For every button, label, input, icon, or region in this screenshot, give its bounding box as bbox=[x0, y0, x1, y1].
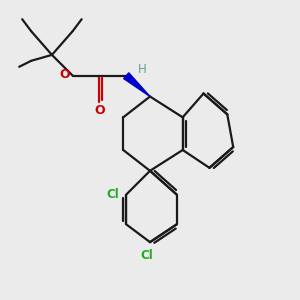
Text: O: O bbox=[94, 104, 105, 117]
Text: Cl: Cl bbox=[141, 249, 153, 262]
Polygon shape bbox=[124, 73, 150, 97]
Text: H: H bbox=[138, 63, 147, 76]
Text: O: O bbox=[59, 68, 70, 81]
Text: Cl: Cl bbox=[106, 188, 119, 201]
